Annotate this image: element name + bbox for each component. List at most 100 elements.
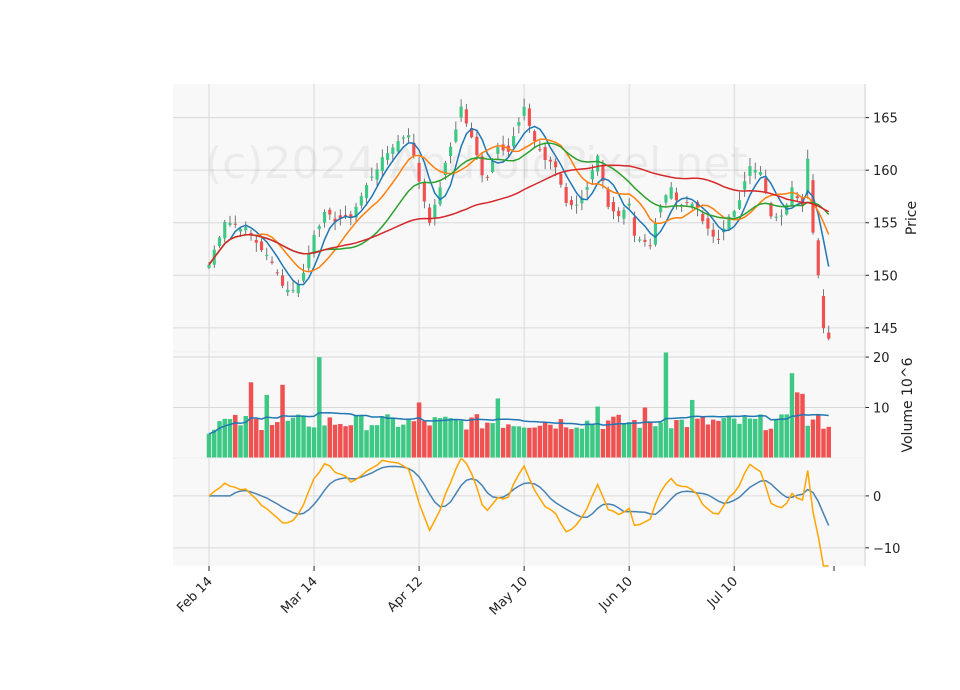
volume-bar: [800, 393, 805, 458]
volume-bar: [474, 414, 480, 458]
volume-bar: [737, 423, 742, 458]
volume-bar: [574, 427, 579, 458]
candle-body: [533, 131, 537, 142]
candle-body: [228, 223, 232, 226]
volume-bar: [511, 426, 516, 458]
candle-body: [685, 202, 689, 204]
volume-bar: [401, 424, 406, 458]
candle-body: [417, 162, 421, 182]
x-tick-label: Feb 14: [174, 574, 216, 616]
candle-body: [480, 156, 484, 176]
candle-body: [627, 203, 631, 206]
volume-bar: [816, 415, 821, 458]
volume-bar: [621, 423, 627, 458]
volume-bar: [731, 418, 737, 458]
price-tick-label: 160: [873, 164, 898, 179]
volume-bar: [516, 426, 522, 458]
candle-body: [475, 136, 479, 156]
candle-body: [328, 209, 332, 215]
candle-body: [575, 204, 579, 206]
candle-body: [732, 211, 736, 217]
candle-body: [669, 187, 673, 199]
candle-body: [512, 136, 516, 147]
candle-body: [674, 192, 679, 201]
candle-body: [601, 164, 605, 181]
volume-bar: [406, 418, 411, 458]
volume-bar: [343, 426, 348, 458]
candle-body: [517, 122, 521, 126]
candle-body: [806, 158, 810, 193]
candle-body: [559, 173, 563, 185]
x-tick-label: Jun 10: [596, 574, 636, 614]
volume-bar: [569, 429, 574, 458]
candle-body: [827, 332, 831, 339]
volume-bar: [338, 423, 343, 458]
candle-body: [485, 176, 489, 178]
candle-body: [396, 141, 400, 152]
x-tick-label: Apr 12: [385, 574, 426, 615]
candle-body: [632, 217, 636, 236]
volume-bar: [395, 426, 401, 458]
volume-bar: [317, 357, 322, 458]
candle-body: [548, 159, 552, 162]
candle-body: [711, 229, 715, 237]
volume-bar: [821, 428, 826, 458]
volume-bar: [364, 430, 369, 458]
volume-bar: [322, 425, 327, 458]
candle-body: [317, 226, 321, 230]
candle-body: [748, 166, 752, 176]
candle-body: [364, 185, 369, 199]
candle-body: [653, 223, 658, 245]
volume-bar: [752, 418, 758, 458]
volume-bar: [275, 422, 280, 458]
candle-body: [333, 218, 337, 222]
candle-body: [443, 162, 447, 175]
volume-bar: [563, 427, 569, 458]
volume-bar: [663, 352, 669, 458]
candle-body: [380, 157, 384, 172]
volume-bar: [579, 428, 585, 458]
volume-bar: [243, 415, 248, 458]
candle-body: [217, 237, 222, 247]
candle-body: [375, 169, 379, 180]
candle-body: [286, 289, 290, 293]
candle-body: [543, 147, 547, 160]
volume-bar: [542, 422, 548, 458]
candle-body: [464, 109, 468, 124]
volume-bar: [647, 421, 653, 458]
volume-bar: [254, 418, 259, 458]
volume-bar: [448, 418, 453, 458]
volume-bar: [506, 424, 511, 458]
volume-bar: [590, 424, 595, 458]
candle-body: [254, 240, 258, 243]
candle-body: [690, 203, 694, 207]
candle-body: [244, 227, 248, 231]
candle-body: [522, 106, 526, 116]
volume-bar: [795, 392, 800, 458]
price-tick-label: 165: [873, 112, 898, 127]
candle-body: [643, 239, 647, 242]
candle-body: [207, 264, 211, 268]
volume-bar: [206, 433, 212, 458]
candle-body: [743, 181, 747, 190]
volume-bar: [248, 382, 254, 458]
candle-body: [428, 207, 432, 223]
volume-bar: [558, 419, 564, 458]
candle-body: [470, 128, 474, 138]
volume-bar: [464, 429, 469, 458]
candle-body: [638, 239, 642, 241]
candle-body: [821, 295, 826, 329]
candle-body: [338, 215, 342, 219]
candle-body: [238, 229, 243, 232]
candle-body: [359, 196, 363, 206]
candle-body: [790, 187, 794, 206]
candle-body: [727, 216, 731, 230]
candle-body: [501, 144, 505, 151]
candle-body: [491, 160, 495, 172]
volume-bar: [810, 419, 816, 458]
volume-bar: [716, 420, 721, 458]
candle-body: [233, 223, 237, 225]
candle-body: [496, 147, 500, 154]
candle-body: [617, 210, 621, 217]
